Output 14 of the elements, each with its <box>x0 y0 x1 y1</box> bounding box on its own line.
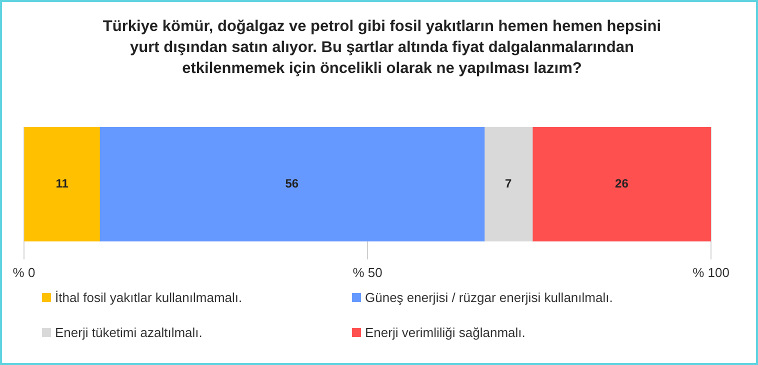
chart-title: Türkiye kömür, doğalgaz ve petrol gibi fosil yakıtların hemen hemen hepsini yurt dışından satın alıyor. Bu şartlar altında fiyat dalgalanmalarından etkilenmemek için öncelikli olarak ne yapılması lazım? <box>102 17 662 79</box>
bar <box>484 127 533 242</box>
x-tick-label: % 50 <box>352 264 382 280</box>
bar <box>99 127 485 242</box>
data-label: 11 <box>56 176 69 191</box>
legend-label: Güneş enerjisi / rüzgar enerjisi kullanılmalı. <box>365 290 613 305</box>
legend-label: İthal fosil yakıtlar kullanılmamalı. <box>55 290 242 305</box>
x-tick-label: % 100 <box>692 264 730 280</box>
x-tick-label: % 0 <box>12 264 36 280</box>
data-label: 26 <box>615 176 629 191</box>
data-label: 7 <box>504 176 512 191</box>
data-label: 56 <box>285 176 299 191</box>
legend-label: Enerji verimliliği sağlanmalı. <box>365 325 526 340</box>
legend-label: Enerji tüketimi azaltılmalı. <box>55 325 202 340</box>
